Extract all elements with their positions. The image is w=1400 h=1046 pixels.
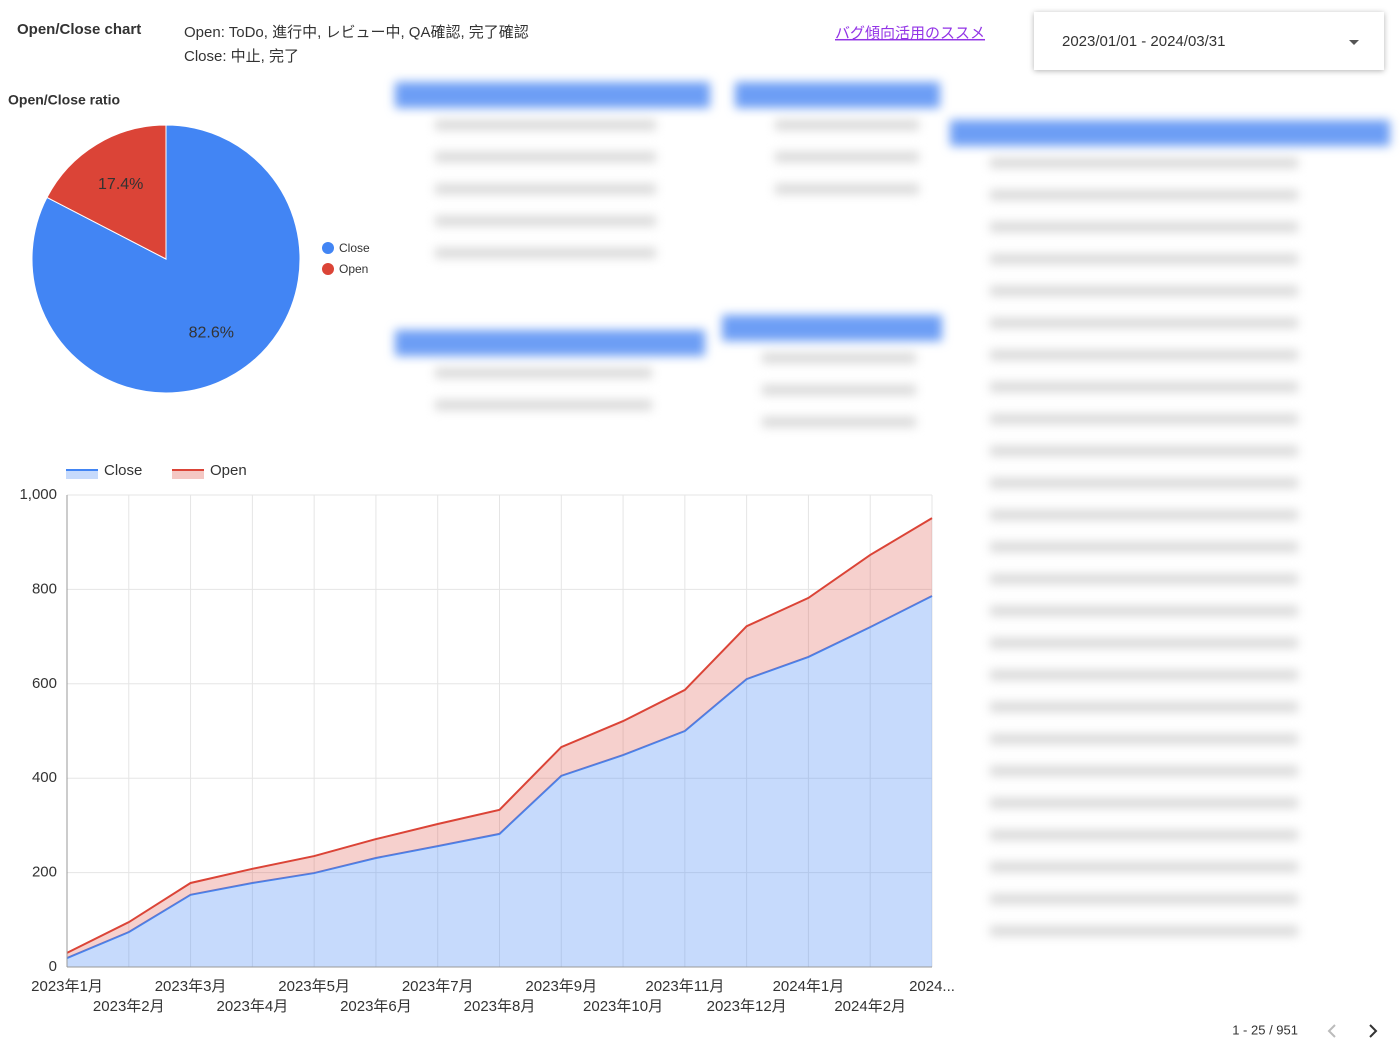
- x-tick-label: 2023年2月: [93, 998, 165, 1015]
- legend-label: Open: [339, 262, 368, 276]
- date-range: 2023/01/01 - 2024/03/31: [1062, 33, 1225, 50]
- open-note: Open: ToDo, 進行中, レビュー中, QA確認, 完了確認: [184, 24, 529, 41]
- blurred-table: [950, 90, 1390, 990]
- legend-label: Close: [104, 462, 142, 479]
- dropdown-arrow: [1349, 40, 1359, 45]
- x-tick-label: 2023年9月: [525, 978, 597, 995]
- y-tick-label: 0: [49, 958, 57, 975]
- x-tick-label: 2023年7月: [402, 978, 474, 995]
- area-line: [66, 595, 933, 959]
- header-title: Open/Close chart: [17, 21, 141, 38]
- x-tick-label: 2023年1月: [31, 978, 103, 995]
- area-fill: [67, 518, 932, 959]
- y-tick-label: 600: [32, 675, 57, 692]
- y-tick-label: 800: [32, 580, 57, 597]
- x-tick-label: 2023年12月: [707, 998, 787, 1015]
- area-line: [66, 517, 933, 954]
- x-tick-label: 2023年3月: [155, 978, 227, 995]
- y-tick-label: 400: [32, 769, 57, 786]
- legend-dot: [322, 242, 334, 254]
- x-tick-label: 2023年6月: [340, 998, 412, 1015]
- pagination: 1 - 25 / 951: [1232, 1022, 1298, 1037]
- x-tick-label: 2024年1月: [773, 978, 845, 995]
- legend-swatch: [66, 470, 98, 479]
- legend-label: Open: [210, 462, 247, 479]
- legend-dot: [322, 263, 334, 275]
- blurred-table: [722, 315, 942, 449]
- blurred-table: [395, 60, 710, 280]
- legend-swatch: [172, 470, 204, 479]
- x-tick-label: 2023年5月: [278, 978, 350, 995]
- y-tick-label: 1,000: [19, 486, 57, 503]
- x-tick-label: 2023年11月: [645, 978, 724, 995]
- blurred-table: [395, 330, 705, 432]
- prev-page[interactable]: [1327, 1024, 1336, 1038]
- y-tick-label: 200: [32, 864, 57, 881]
- link[interactable]: バグ傾向活用のススメ: [835, 25, 985, 42]
- slice-label: 82.6%: [189, 325, 234, 342]
- close-note: Close: 中止, 完了: [184, 48, 299, 65]
- slice-label: 17.4%: [98, 176, 143, 193]
- x-tick-label: 2023年10月: [583, 998, 663, 1015]
- pie-title: Open/Close ratio: [8, 92, 120, 108]
- pie-slice: [46, 124, 167, 260]
- x-tick-label: 2024年2月: [834, 998, 906, 1015]
- next-page[interactable]: [1369, 1024, 1378, 1038]
- x-tick-label: 2023年4月: [216, 998, 288, 1015]
- legend-label: Close: [339, 241, 370, 255]
- blurred-table: [735, 60, 940, 216]
- area-fill: [67, 596, 932, 967]
- date-dropdown[interactable]: [1034, 12, 1384, 70]
- x-tick-label: 2023年8月: [464, 998, 536, 1015]
- x-tick-label: 2024...: [909, 978, 955, 995]
